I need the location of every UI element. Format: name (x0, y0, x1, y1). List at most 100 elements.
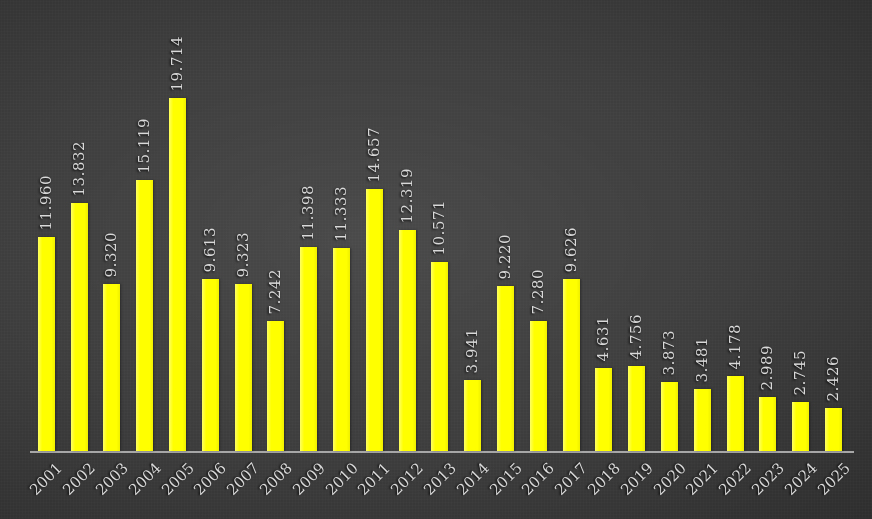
x-tick-cell: 2013 (420, 456, 460, 516)
x-tick-label: 2022 (715, 459, 755, 499)
bar-column: 9.320 (96, 0, 129, 451)
x-tick-label: 2005 (157, 459, 198, 499)
x-tick-cell: 2012 (387, 456, 427, 516)
bar (759, 397, 777, 451)
bar (201, 279, 219, 451)
x-tick-label: 2024 (780, 459, 821, 499)
x-tick-cell: 2001 (27, 456, 67, 516)
bar-value-label: 9.220 (496, 233, 515, 279)
bar-value-label: 2.989 (758, 344, 777, 390)
bar-column: 2.989 (752, 0, 785, 451)
x-tick-label: 2019 (616, 459, 657, 499)
x-tick-label: 2004 (124, 459, 165, 499)
x-tick-label: 2017 (551, 459, 592, 499)
bar (693, 389, 711, 451)
x-axis-labels: 2001 2002 2003 2004 2005 2006 2007 2008 2009 2010… (27, 456, 854, 516)
bar-column: 4.631 (588, 0, 621, 451)
bar-value-label: 2.745 (791, 349, 810, 395)
x-tick-label: 2014 (452, 459, 493, 499)
x-tick-label: 2023 (748, 459, 788, 499)
bar-value-label: 3.873 (660, 329, 679, 375)
bar-value-label: 3.481 (692, 336, 711, 382)
x-tick-label: 2020 (649, 459, 690, 499)
x-tick-cell: 2022 (715, 456, 755, 516)
bar-value-label: 9.320 (102, 231, 121, 277)
bar (300, 247, 318, 451)
bar-column: 9.323 (227, 0, 260, 451)
bar (464, 380, 482, 451)
bar-value-label: 13.832 (69, 140, 88, 197)
x-tick-label: 2018 (584, 459, 624, 499)
bar-value-label: 11.960 (36, 174, 55, 231)
bar-value-label: 9.613 (200, 226, 219, 272)
bar-column: 3.941 (456, 0, 489, 451)
x-tick-cell: 2014 (453, 456, 493, 516)
x-tick-cell: 2008 (256, 456, 296, 516)
x-tick-cell: 2002 (59, 456, 99, 516)
bar-column: 4.756 (620, 0, 653, 451)
bar-column: 15.119 (128, 0, 161, 451)
x-tick-label: 2025 (813, 459, 854, 499)
bar-value-label: 15.119 (135, 117, 154, 174)
bar-column: 9.626 (555, 0, 588, 451)
bar (628, 366, 646, 451)
bar-value-label: 19.714 (168, 35, 187, 92)
bar-value-label: 7.280 (528, 268, 547, 314)
bar-value-label: 4.178 (725, 323, 744, 369)
x-tick-cell: 2004 (125, 456, 165, 516)
bar-column: 12.319 (391, 0, 424, 451)
bar-column: 2.426 (817, 0, 850, 451)
bar-column: 19.714 (161, 0, 194, 451)
x-tick-cell: 2016 (518, 456, 558, 516)
bar-value-label: 14.657 (364, 126, 383, 183)
x-tick-label: 2009 (288, 459, 329, 499)
bar-value-label: 11.398 (299, 184, 318, 241)
bar (726, 376, 744, 451)
x-tick-cell: 2006 (191, 456, 231, 516)
bar (595, 368, 613, 451)
bar (661, 382, 679, 451)
x-tick-label: 2021 (682, 459, 723, 499)
x-tick-cell: 2003 (92, 456, 132, 516)
bar-column: 14.657 (358, 0, 391, 451)
bar-column: 13.832 (63, 0, 96, 451)
x-tick-cell: 2023 (748, 456, 788, 516)
x-tick-cell: 2018 (584, 456, 624, 516)
bar-value-label: 9.323 (233, 231, 252, 277)
bar-column: 11.960 (30, 0, 63, 451)
bar-column: 7.280 (522, 0, 555, 451)
bar-column: 7.242 (260, 0, 293, 451)
x-tick-cell: 2024 (781, 456, 821, 516)
bar (103, 284, 121, 451)
bar-column: 9.220 (489, 0, 522, 451)
bar-value-label: 11.333 (332, 185, 351, 242)
bar-column: 10.571 (424, 0, 457, 451)
bar-column: 11.398 (292, 0, 325, 451)
x-tick-label: 2008 (256, 459, 296, 499)
bar-value-label: 12.319 (397, 167, 416, 224)
x-tick-label: 2016 (518, 459, 559, 499)
x-tick-label: 2010 (321, 459, 362, 499)
x-tick-label: 2002 (59, 459, 100, 499)
x-tick-cell: 2025 (814, 456, 854, 516)
bar-value-label: 10.571 (430, 199, 449, 256)
bar-value-label: 4.631 (594, 315, 613, 361)
bar (169, 98, 187, 451)
x-tick-label: 2001 (26, 459, 67, 499)
x-tick-label: 2012 (387, 459, 428, 499)
x-tick-cell: 2011 (354, 456, 394, 516)
bar (497, 286, 515, 451)
x-tick-label: 2013 (420, 459, 460, 499)
x-tick-cell: 2019 (617, 456, 657, 516)
x-tick-cell: 2009 (289, 456, 329, 516)
bar (825, 408, 843, 451)
bar (136, 180, 154, 451)
bar-column: 11.333 (325, 0, 358, 451)
plot-area: 11.960 13.832 9.320 15.119 19.714 9.613 9.323 7… (30, 0, 850, 451)
bar (37, 237, 55, 451)
bar (267, 321, 285, 451)
bar-value-label: 2.426 (824, 355, 843, 401)
bar-value-label: 3.941 (463, 327, 482, 373)
bar-value-label: 7.242 (266, 268, 285, 314)
